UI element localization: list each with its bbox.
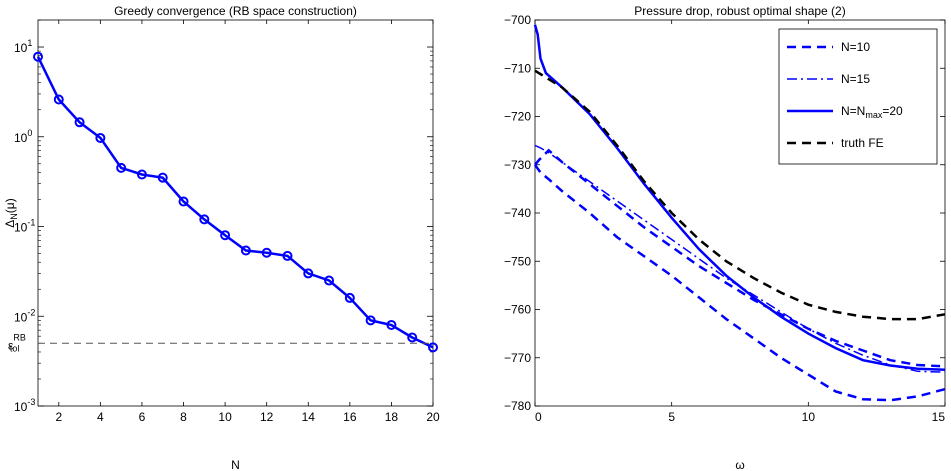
- left-x-tick-label: 18: [385, 410, 399, 424]
- series-n10-line: [533, 164, 946, 402]
- left-y-label-sub: N: [9, 213, 19, 220]
- left-series-point: [33, 51, 43, 62]
- right-y-tick-label: −760: [504, 303, 531, 317]
- left-y-tick-label: 10-3: [14, 397, 35, 414]
- right-y-tick-label: −750: [504, 254, 531, 268]
- series-n10-line-upper: [534, 148, 946, 368]
- right-axis-ticks: 0 5 10 15 −780 −770 −760 −750 −740 −730 −720 −710 −7…: [504, 13, 946, 424]
- left-series-point: [178, 196, 189, 207]
- left-y-axis-label: ΔN(μ): [3, 198, 19, 227]
- left-axes-frame: [37, 19, 434, 407]
- left-series-point: [157, 172, 168, 183]
- convergence-chart: Greedy convergence (RB space constructio…: [3, 4, 440, 471]
- legend-label: N=15: [841, 72, 870, 86]
- left-series-point: [407, 332, 418, 343]
- left-axis-ticks: 2 4 6 8 10 12 14 16 18 20 10-3 10-2 10-1 100 101: [14, 19, 440, 424]
- right-y-tick-label: −740: [504, 206, 531, 220]
- pressure-drop-chart: Pressure drop, robust optimal shape (2) …: [504, 4, 946, 471]
- left-y-tick-label: 10-1: [14, 218, 35, 235]
- left-series-point: [199, 214, 210, 225]
- left-series-point: [53, 94, 64, 105]
- right-y-tick-label: −780: [504, 399, 531, 413]
- left-y-label-tail: (μ): [3, 198, 17, 213]
- left-series-point: [261, 247, 272, 258]
- left-series-point: [324, 275, 335, 286]
- right-x-tick-label: 5: [668, 410, 675, 424]
- left-x-tick-label: 10: [218, 410, 232, 424]
- left-series-line: [36, 56, 434, 349]
- legend-label: N=10: [841, 40, 870, 54]
- right-series-group: [533, 24, 946, 402]
- left-series-point: [95, 132, 106, 143]
- left-y-tick-label: 10-2: [14, 307, 35, 324]
- left-series-point: [240, 245, 251, 256]
- left-y-label-main: Δ: [3, 220, 17, 228]
- left-chart-title: Greedy convergence (RB space constructio…: [114, 4, 357, 18]
- tolerance-label: εRB tol: [8, 332, 26, 353]
- right-chart-title: Pressure drop, robust optimal shape (2): [634, 4, 845, 18]
- left-series-point: [220, 230, 231, 241]
- left-series-point: [116, 162, 127, 173]
- left-series-group: [33, 51, 438, 353]
- right-y-tick-label: −700: [504, 13, 531, 27]
- left-x-tick-label: 8: [180, 410, 187, 424]
- left-x-tick-label: 20: [426, 410, 440, 424]
- left-y-tick-label: 101: [14, 38, 32, 55]
- left-x-tick-label: 2: [55, 410, 62, 424]
- left-x-tick-label: 14: [302, 410, 316, 424]
- legend-box: [778, 28, 938, 165]
- left-x-tick-label: 12: [260, 410, 274, 424]
- left-y-tick-label: 100: [14, 128, 32, 145]
- left-series-point: [344, 292, 355, 303]
- series-n15-line: [534, 144, 946, 373]
- left-series-point: [282, 250, 293, 261]
- right-x-tick-label: 10: [802, 410, 816, 424]
- left-series-point: [365, 315, 376, 326]
- right-y-tick-label: −710: [504, 61, 531, 75]
- left-series-point: [428, 342, 438, 353]
- right-x-tick-label: 0: [535, 410, 542, 424]
- right-x-tick-label: 15: [932, 410, 946, 424]
- right-y-tick-label: −770: [504, 351, 531, 365]
- right-y-tick-label: −720: [504, 110, 531, 124]
- left-x-axis-label: N: [231, 458, 240, 471]
- legend-label: truth FE: [841, 136, 884, 150]
- left-x-tick-label: 4: [97, 410, 104, 424]
- tolerance-group: εRB tol: [8, 332, 433, 353]
- right-y-tick-label: −730: [504, 158, 531, 172]
- legend-label: N=Nmax=20: [841, 104, 903, 120]
- series-n20-line: [533, 24, 946, 372]
- left-series-point: [386, 319, 397, 330]
- left-series-point: [74, 117, 85, 128]
- left-series-point: [136, 169, 147, 180]
- left-x-tick-label: 6: [139, 410, 146, 424]
- right-x-axis-label: ω: [735, 458, 744, 471]
- legend: N=10 N=15 N=Nmax=20 truth FE: [778, 28, 938, 165]
- left-x-tick-label: 16: [343, 410, 357, 424]
- series-truth-fe-line: [534, 69, 946, 321]
- left-series-point: [303, 268, 314, 279]
